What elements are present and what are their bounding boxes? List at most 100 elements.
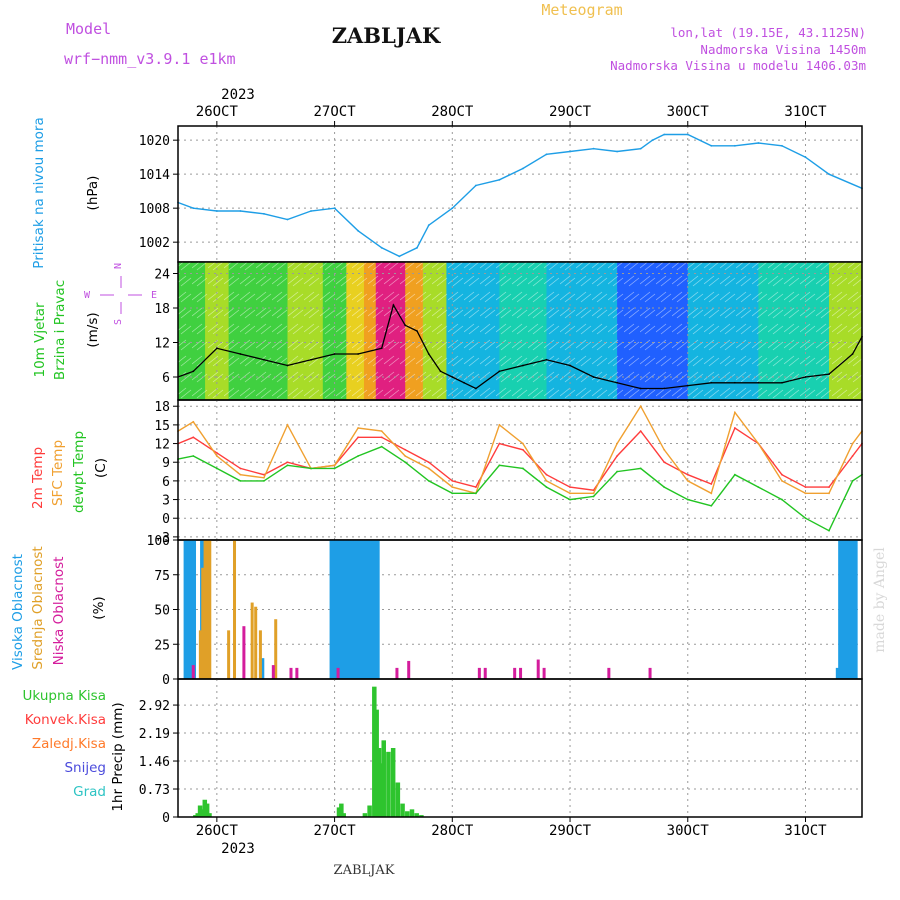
temp-point-0-3 bbox=[239, 467, 242, 470]
cloud-bar-0-37 bbox=[847, 540, 851, 679]
temp-ytick-1: 0 bbox=[162, 512, 170, 527]
cloud-bar-0-3 bbox=[190, 540, 194, 679]
cloud-bar-0-39 bbox=[852, 540, 856, 679]
precip-bar-0-19 bbox=[395, 782, 401, 817]
precip-bar-0-9 bbox=[341, 813, 346, 817]
precip-bar-0-21 bbox=[405, 811, 410, 817]
pressure-point-0-9 bbox=[380, 246, 383, 249]
wind-ytick-3: 24 bbox=[154, 268, 170, 283]
wind-point-0-6 bbox=[310, 358, 312, 361]
cloud-bar-0-17 bbox=[343, 540, 347, 679]
elevation-text: Nadmorska Visina 1450m bbox=[700, 42, 866, 57]
cloud-label-a: Visoka Oblacnost bbox=[10, 554, 26, 670]
temp-point-0-17 bbox=[569, 486, 571, 489]
wind-point-0-17 bbox=[474, 387, 477, 390]
cloud-bar-0-13 bbox=[334, 540, 338, 679]
cloud-bar-0-28 bbox=[369, 540, 373, 679]
pressure-point-0-12 bbox=[427, 224, 430, 227]
cloud-ytick-2: 50 bbox=[154, 604, 170, 619]
precip-panel: 0 0.73 1.46 2.19 2.92 bbox=[139, 678, 863, 826]
cloud-bar-0-18 bbox=[346, 540, 350, 679]
cloud-bar-2-10 bbox=[513, 667, 517, 679]
wind-point-0-2 bbox=[215, 347, 218, 350]
wind-point-0-23 bbox=[616, 381, 619, 384]
cloud-bar-1-10 bbox=[274, 619, 278, 679]
temp-point-2-16 bbox=[545, 486, 548, 489]
wind-point-0-11 bbox=[404, 324, 407, 327]
temp-point-1-9 bbox=[380, 430, 383, 433]
wind-point-0-30 bbox=[781, 381, 783, 384]
wind-point-0-18 bbox=[498, 370, 501, 373]
wind-point-0-24 bbox=[639, 387, 642, 390]
cloud-unit: (%) bbox=[91, 596, 107, 619]
cloud-bar-0-29 bbox=[371, 540, 375, 679]
cloud-bar-2-13 bbox=[542, 667, 546, 679]
cloud-bar-0-21 bbox=[353, 540, 357, 679]
precip-ytick-2: 1.46 bbox=[139, 755, 170, 770]
temp-point-0-18 bbox=[592, 489, 595, 492]
cloud-bar-2-4 bbox=[295, 667, 299, 679]
wind-ytick-0: 6 bbox=[162, 371, 170, 386]
temp-point-0-24 bbox=[733, 427, 736, 429]
cloud-bar-0-27 bbox=[367, 540, 371, 679]
cloud-ytick-4: 100 bbox=[147, 534, 170, 549]
pressure-ytick-1: 1008 bbox=[139, 202, 170, 217]
temp-ytick-0: -3 bbox=[154, 531, 170, 546]
pressure-point-0-22 bbox=[651, 139, 654, 142]
temp-ytick-2: 3 bbox=[162, 494, 170, 509]
cloud-ytick-0: 0 bbox=[162, 673, 170, 688]
wind-point-0-3 bbox=[239, 353, 242, 355]
temp-point-1-5 bbox=[286, 423, 289, 426]
wind-point-0-16 bbox=[463, 381, 465, 384]
wind-point-0-27 bbox=[710, 381, 713, 384]
temp-label-b: SFC Temp bbox=[50, 440, 66, 506]
cloud-bar-0-20 bbox=[350, 540, 354, 679]
wind-label-a: 10m Vjetar bbox=[32, 302, 48, 377]
temp-point-2-6 bbox=[310, 467, 312, 470]
temp-point-2-25 bbox=[757, 486, 760, 489]
top-time-label-0: 26OCT bbox=[196, 104, 239, 120]
pressure-point-0-18 bbox=[569, 150, 571, 153]
cloud-bar-0-33 bbox=[838, 540, 842, 679]
precip-ytick-1: 0.73 bbox=[139, 783, 170, 798]
temp-point-1-29 bbox=[851, 442, 854, 445]
cloud-bar-2-7 bbox=[407, 660, 411, 679]
pressure-point-0-15 bbox=[498, 178, 501, 181]
wind-point-0-10 bbox=[392, 304, 395, 307]
product-title: Meteogram bbox=[541, 1, 622, 19]
cloud-ytick-3: 75 bbox=[154, 569, 170, 584]
precip-bar-0-4 bbox=[202, 799, 208, 817]
precip-legend-item-4: Grad bbox=[73, 784, 106, 800]
cloud-bar-2-5 bbox=[336, 667, 340, 679]
cloud-bar-1-6 bbox=[233, 540, 237, 679]
wind-point-0-4 bbox=[263, 358, 265, 361]
cloud-grid bbox=[178, 539, 862, 680]
temp-point-0-9 bbox=[380, 436, 383, 439]
temp-point-2-21 bbox=[663, 486, 666, 489]
temp-point-1-3 bbox=[239, 473, 242, 476]
temp-point-0-20 bbox=[639, 430, 642, 433]
temp-point-0-19 bbox=[616, 455, 619, 457]
temp-point-2-5 bbox=[286, 464, 289, 467]
precip-bar-0-16 bbox=[381, 740, 386, 817]
pressure-point-0-24 bbox=[686, 133, 689, 136]
wind-point-0-9 bbox=[380, 347, 383, 350]
coords-text: lon,lat (19.15E, 43.1125N) bbox=[670, 25, 866, 40]
cloud-bar-2-6 bbox=[395, 667, 399, 679]
cloud-bar-0-12 bbox=[331, 540, 335, 679]
cloud-bar-0-31 bbox=[376, 540, 380, 679]
temp-point-2-26 bbox=[781, 498, 783, 501]
cloud-bar-0-26 bbox=[364, 540, 368, 679]
cloud-bar-2-11 bbox=[519, 667, 523, 679]
temp-point-1-23 bbox=[710, 492, 713, 495]
precip-bar-0-14 bbox=[376, 748, 382, 817]
wind-point-0-14 bbox=[439, 370, 442, 373]
wind-point-0-19 bbox=[522, 364, 524, 367]
temp-point-1-20 bbox=[639, 405, 642, 408]
cloud-bar-0-14 bbox=[336, 540, 340, 679]
pressure-point-0-28 bbox=[781, 144, 783, 147]
temp-point-2-27 bbox=[804, 517, 807, 520]
cloud-bar-0-36 bbox=[845, 540, 849, 679]
wind-point-0-25 bbox=[663, 387, 666, 390]
top-time-label-2: 28OCT bbox=[431, 104, 474, 120]
